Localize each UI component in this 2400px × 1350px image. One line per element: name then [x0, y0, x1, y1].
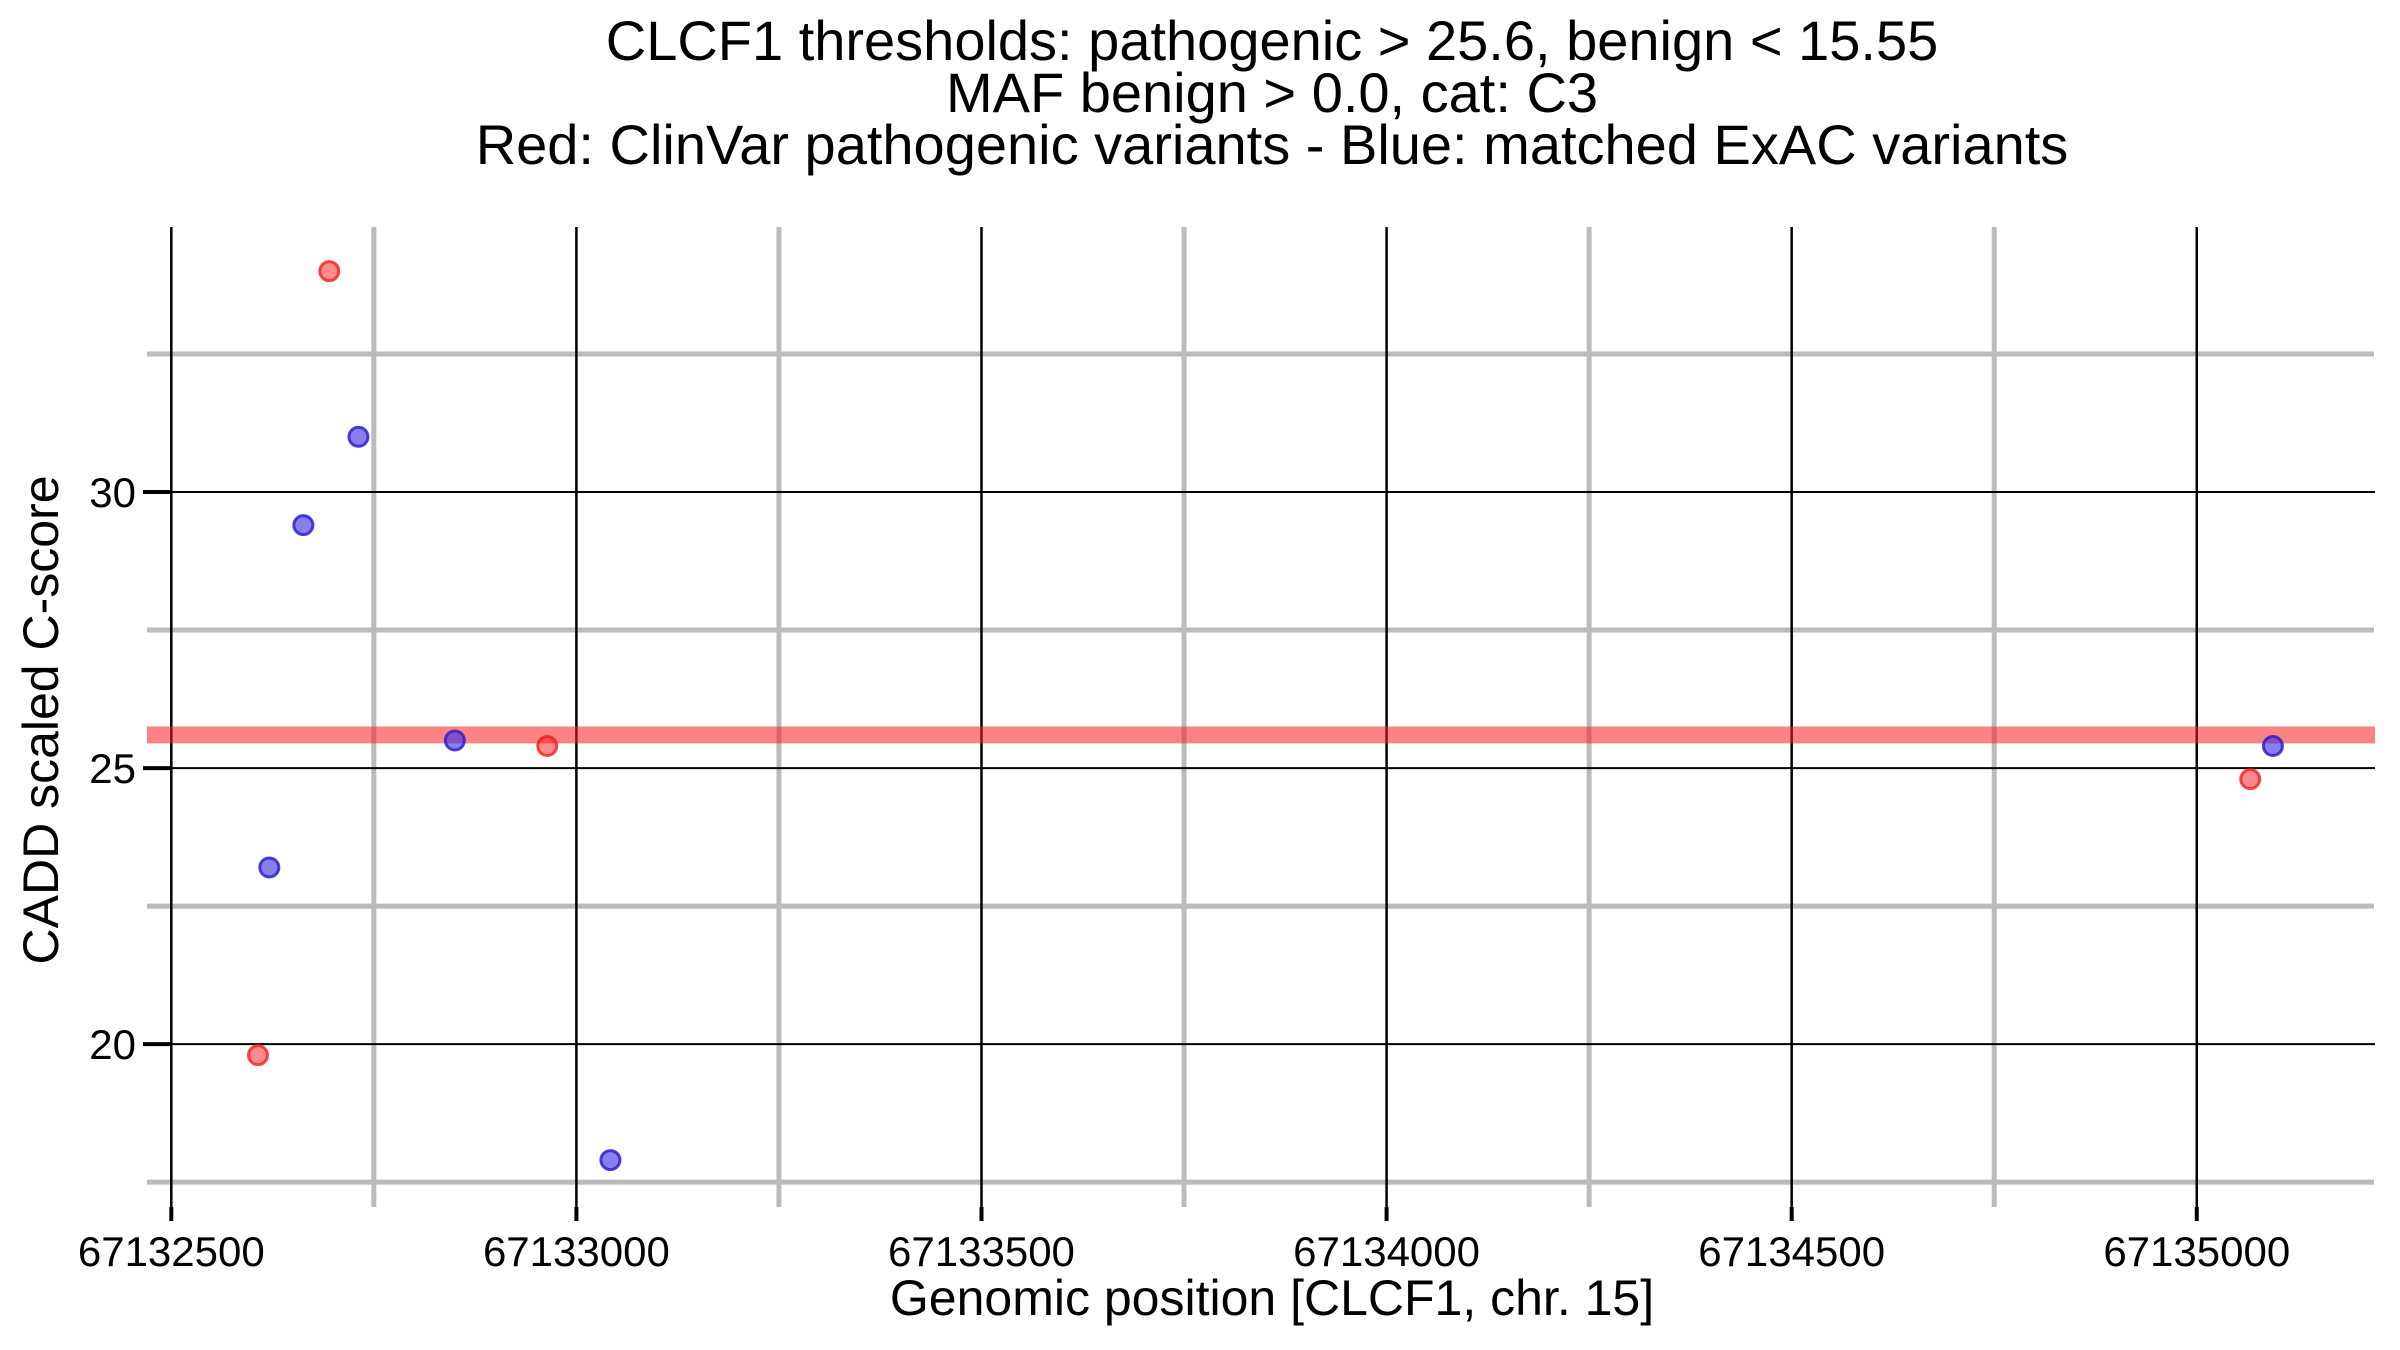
data-point-blue — [347, 425, 370, 448]
pathogenic-threshold-line — [147, 726, 2375, 744]
data-point-blue — [443, 729, 466, 752]
y-tick-label: 25 — [89, 745, 136, 792]
x-tick-label: 67133000 — [483, 1228, 670, 1275]
y-axis-title: CADD scaled C-score — [13, 475, 69, 964]
minor-gridlines — [147, 227, 2374, 1207]
x-tick-label: 67134000 — [1293, 1228, 1480, 1275]
title-line-1: CLCF1 thresholds: pathogenic > 25.6, ben… — [606, 9, 1939, 72]
data-point-red — [246, 1044, 269, 1067]
chart-title: CLCF1 thresholds: pathogenic > 25.6, ben… — [476, 9, 2069, 176]
x-tick-label: 67133500 — [888, 1228, 1075, 1275]
x-tick-label: 67134500 — [1698, 1228, 1885, 1275]
threshold-band — [147, 726, 2375, 744]
x-tick-labels: 67132500 67133000 67133500 67134000 67134500… — [78, 1228, 2290, 1275]
title-line-3: Red: ClinVar pathogenic variants - Blue:… — [476, 113, 2069, 176]
x-tick-label: 67132500 — [78, 1228, 265, 1275]
data-point-red — [2239, 768, 2262, 791]
data-points — [246, 260, 2284, 1172]
x-tick-label: 67135000 — [2103, 1228, 2290, 1275]
major-gridlines — [170, 227, 2375, 1207]
data-point-blue — [258, 856, 281, 879]
data-point-blue — [2261, 734, 2284, 757]
y-tick-labels: 30 25 20 — [89, 469, 136, 1068]
data-point-blue — [292, 514, 315, 537]
y-tick-label: 30 — [89, 469, 136, 516]
y-tick-label: 20 — [89, 1021, 136, 1068]
data-point-red — [536, 734, 559, 757]
axis-ticks — [143, 490, 2199, 1221]
data-point-blue — [599, 1149, 622, 1172]
title-line-2: MAF benign > 0.0, cat: C3 — [946, 61, 1598, 124]
data-point-red — [318, 260, 341, 283]
x-axis-title: Genomic position [CLCF1, chr. 15] — [890, 1270, 1654, 1326]
